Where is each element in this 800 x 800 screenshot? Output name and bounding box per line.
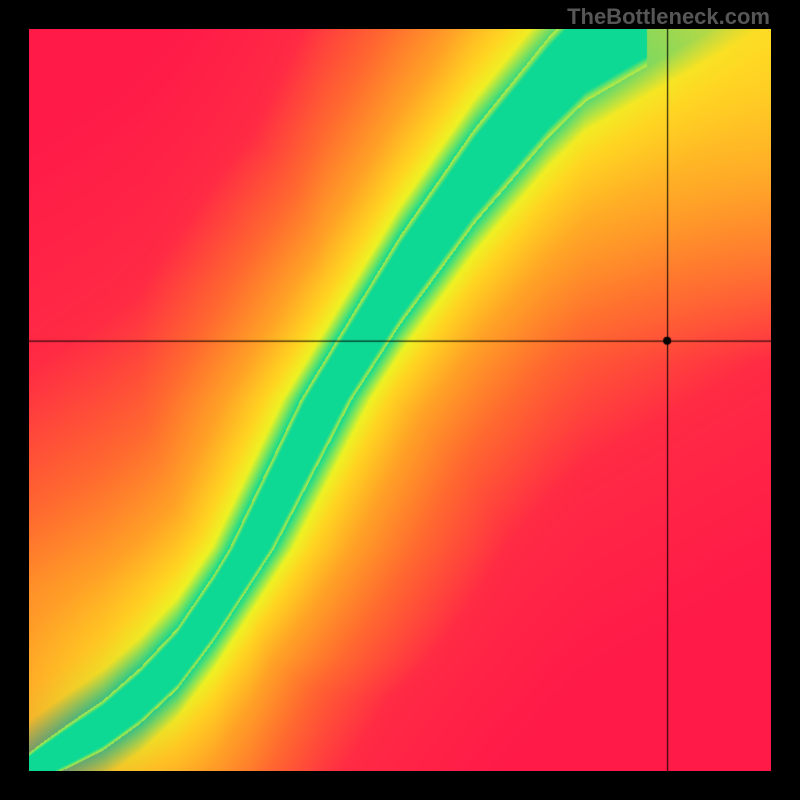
watermark-label: TheBottleneck.com <box>567 4 770 30</box>
chart-container: TheBottleneck.com <box>0 0 800 800</box>
heatmap-plot <box>29 29 771 771</box>
heatmap-canvas <box>29 29 771 771</box>
